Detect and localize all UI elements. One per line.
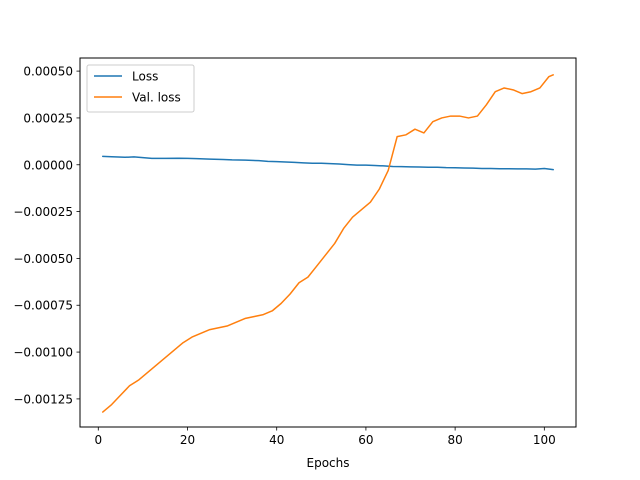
legend: Loss Val. loss — [86, 64, 195, 113]
x-tick-label: 80 — [447, 433, 462, 447]
series-layer — [102, 74, 554, 413]
y-tick-label: −0.00100 — [13, 346, 73, 360]
y-tick-label: −0.00025 — [13, 205, 73, 219]
x-axis-label: Epochs — [307, 456, 350, 470]
x-tick-label: 40 — [269, 433, 284, 447]
y-tick-label: −0.00075 — [13, 299, 73, 313]
legend-label-0: Loss — [132, 70, 158, 84]
series-line-0 — [102, 155, 554, 171]
y-tick-label: 0.00050 — [23, 65, 73, 79]
x-tick-label: 0 — [94, 433, 102, 447]
x-tick-label: 100 — [533, 433, 556, 447]
y-tick-label: −0.00125 — [13, 392, 73, 406]
x-tick-label: 60 — [358, 433, 373, 447]
y-tick-label: −0.00050 — [13, 252, 73, 266]
x-axis-ticks: 0 20 40 60 80 100 — [94, 427, 556, 447]
legend-label-1: Val. loss — [132, 91, 181, 105]
x-tick-label: 20 — [180, 433, 195, 447]
y-tick-label: 0.00025 — [23, 111, 73, 125]
y-tick-label: 0.00000 — [23, 158, 73, 172]
series-line-1 — [102, 74, 554, 413]
plot-frame — [79, 57, 577, 428]
y-axis-ticks: −0.00125 −0.00100 −0.00075 −0.00050 −0.00025… — [13, 65, 80, 406]
